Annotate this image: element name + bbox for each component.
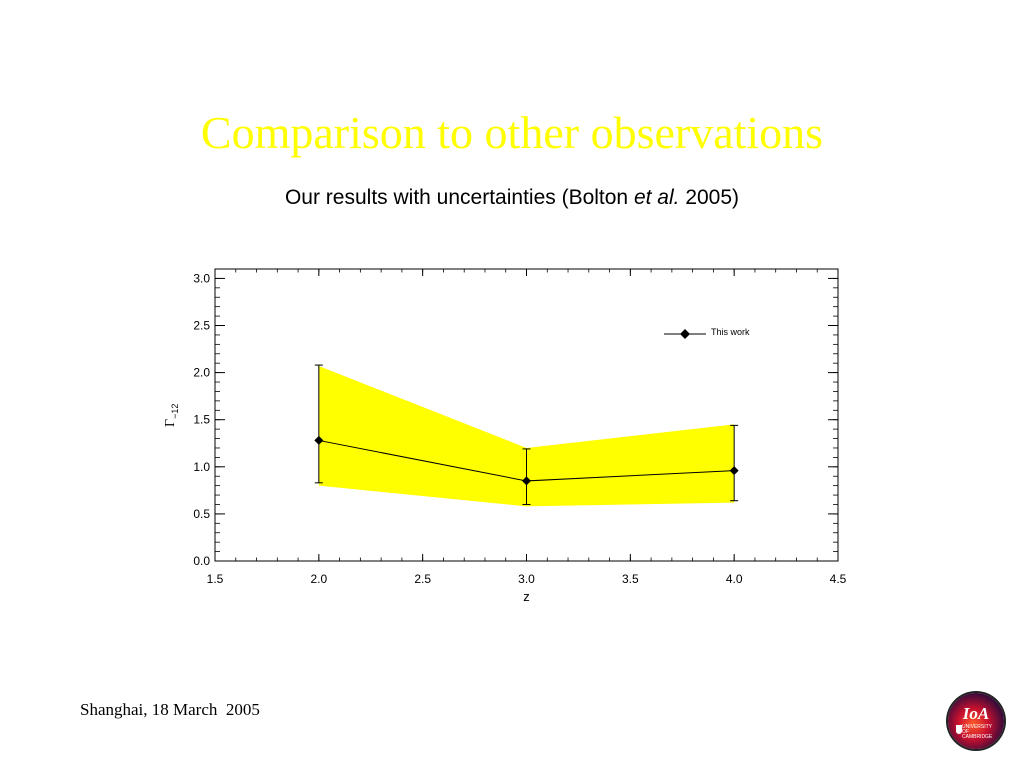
- logo-subtext: UNIVERSITY OF CAMBRIDGE: [962, 724, 993, 740]
- x-tick-label: 4.0: [726, 572, 743, 586]
- x-tick-label: 2.0: [310, 572, 327, 586]
- x-tick-label: 4.5: [830, 572, 847, 586]
- data-point: [729, 466, 739, 476]
- subtitle-text: Our results with uncertainties (Bolton: [284, 186, 634, 209]
- logo-text: IoA: [962, 704, 990, 723]
- y-tick-label: 0.5: [193, 507, 210, 521]
- x-tick-label: 3.5: [622, 572, 639, 586]
- y-axis-symbol: Γ: [163, 419, 178, 427]
- y-tick-label: 1.5: [193, 413, 210, 427]
- y-axis-subscript: −12: [170, 404, 180, 419]
- y-tick-label: 0.0: [193, 554, 210, 568]
- ioa-logo: IoA UNIVERSITY OF CAMBRIDGE: [948, 693, 1004, 749]
- data-point: [522, 476, 531, 486]
- slide-subtitle: Our results with uncertainties (Bolton e…: [0, 186, 1024, 210]
- y-tick-label: 2.5: [193, 319, 210, 333]
- legend-marker: [680, 329, 690, 339]
- legend-label: This work: [711, 327, 750, 337]
- x-tick-label: 2.5: [414, 572, 431, 586]
- gamma-vs-z-chart: 1.5 2.0 2.5 3.0 3.5 4.0 4.5 0.0 0.5 1.0 1.5 2.0 2.5 3…: [163, 268, 847, 604]
- y-tick-label: 3.0: [193, 271, 210, 285]
- plot-frame: [214, 268, 839, 562]
- y-tick-label: 2.0: [193, 366, 210, 380]
- x-axis-label: z: [523, 589, 530, 604]
- footer-date: Shanghai, 18 March 2005: [80, 700, 260, 719]
- subtitle-year: 2005): [679, 186, 740, 209]
- slide-title: Comparison to other observations: [200, 107, 824, 158]
- x-tick-label: 3.0: [518, 572, 535, 586]
- subtitle-italic: et al.: [633, 186, 680, 209]
- uncertainty-band: [318, 366, 735, 507]
- x-tick-label: 1.5: [207, 572, 224, 586]
- y-axis-label: Γ−12: [163, 404, 180, 427]
- y-tick-label: 1.0: [193, 460, 210, 474]
- data-point: [314, 435, 324, 445]
- crest-icon: [956, 725, 962, 734]
